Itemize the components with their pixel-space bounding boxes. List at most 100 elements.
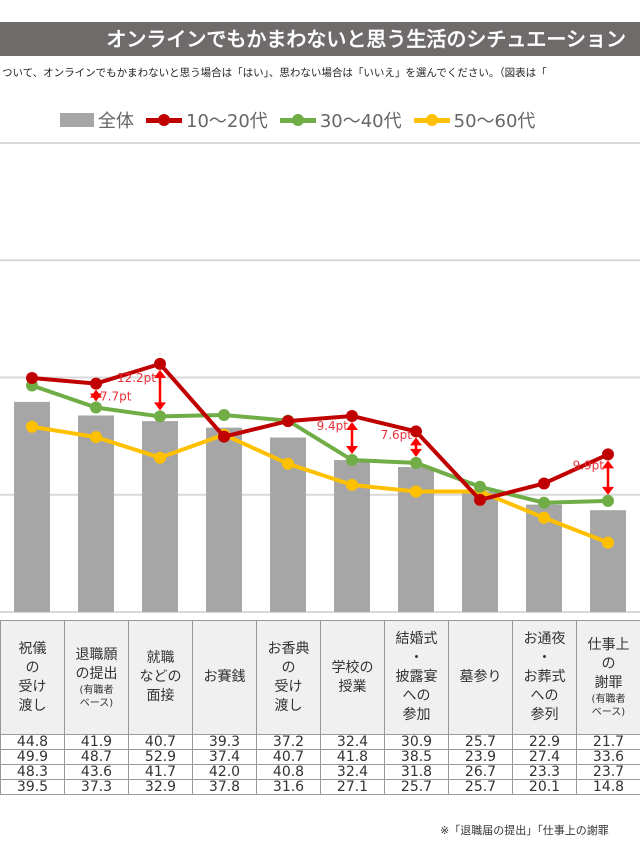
- legend-label: 50～60代: [453, 111, 536, 132]
- table-cell: 52.9: [128, 749, 193, 765]
- table-cell: 40.7: [256, 749, 321, 765]
- category-label: 祝儀: [18, 640, 47, 657]
- category-label: お葬式: [523, 669, 566, 685]
- category-label: 渡し: [274, 697, 303, 714]
- category-label: 墓参り: [459, 669, 502, 685]
- category-label: 学校の: [331, 659, 374, 676]
- point-series-1: [474, 493, 486, 506]
- table-cell: 39.3: [192, 734, 257, 750]
- legend-30-40: 30～40代: [279, 107, 402, 133]
- point-series-3: [282, 457, 294, 470]
- line-series-3: [31, 424, 609, 545]
- category-note: (有職者: [79, 684, 114, 696]
- legend-line-swatch: [146, 113, 182, 126]
- legend-bar-swatch: [60, 113, 94, 127]
- table-cell: 25.7: [448, 779, 513, 795]
- bar-all: [590, 510, 626, 612]
- table-cell: 41.9: [64, 734, 129, 750]
- table-cell: 26.7: [448, 764, 513, 780]
- category-header: お賽銭: [192, 620, 257, 735]
- category-label: 受け: [18, 678, 47, 695]
- point-series-1: [218, 430, 230, 443]
- category-label: 退職願: [75, 646, 118, 663]
- category-label: お通夜: [523, 631, 566, 647]
- category-label: 授業: [338, 678, 367, 695]
- category-label: の: [25, 659, 40, 676]
- table-cell: 39.5: [0, 779, 65, 795]
- table-cell: 38.5: [384, 749, 449, 765]
- table-row: 44.8 41.9 40.7 39.3 37.2 32.4 30.9 25.7 22.9 21.7: [0, 734, 640, 750]
- legend-label: 全体: [98, 111, 134, 132]
- bar-all: [14, 401, 50, 612]
- point-series-1: [90, 377, 102, 390]
- legend-line-swatch: [413, 113, 450, 126]
- table-cell: 23.3: [512, 764, 577, 780]
- legend-label: 30～40代: [319, 111, 402, 132]
- point-series-3: [410, 485, 422, 498]
- bar-all: [206, 427, 242, 612]
- category-label: の: [601, 656, 616, 672]
- category-label: の提出: [75, 665, 118, 682]
- table-cell: 23.7: [576, 764, 640, 780]
- point-series-2: [218, 409, 230, 422]
- table-cell: 37.3: [64, 779, 129, 795]
- point-series-3: [26, 420, 38, 433]
- point-series-2: [90, 401, 102, 414]
- category-label: の: [281, 659, 296, 676]
- point-series-3: [602, 536, 614, 549]
- table-cell: 25.7: [384, 779, 449, 795]
- category-note: ベース): [79, 697, 114, 709]
- arrowhead-down: [602, 486, 614, 495]
- category-label: 就職: [146, 650, 175, 666]
- point-series-1: [410, 425, 422, 438]
- point-series-1: [282, 415, 294, 428]
- table-cell: 40.8: [256, 764, 321, 780]
- legend-10-20: 10～20代: [146, 107, 268, 133]
- table-cell: 20.1: [512, 779, 577, 795]
- line-series-1: [31, 361, 609, 503]
- table-cell: 32.9: [128, 779, 193, 795]
- legend-all: 全体: [60, 107, 134, 133]
- category-label: 結婚式: [395, 631, 438, 647]
- table-cell: 32.4: [320, 764, 385, 780]
- bar-all: [142, 421, 178, 612]
- table-cell: 25.7: [448, 734, 513, 750]
- point-series-3: [346, 478, 358, 491]
- table-cell: 41.7: [128, 764, 193, 780]
- table-cell: 22.9: [512, 734, 577, 750]
- line-series-2: [31, 383, 609, 505]
- arrowhead-down: [410, 448, 422, 457]
- point-series-3: [90, 431, 102, 444]
- point-series-2: [474, 480, 486, 493]
- diff-label: 9.9pt: [573, 459, 605, 473]
- category-label: 参加: [402, 707, 431, 723]
- legend-line-swatch: [279, 113, 316, 126]
- point-series-2: [410, 456, 422, 469]
- category-label: 参列: [530, 707, 559, 723]
- category-label: 面接: [146, 688, 175, 704]
- category-label: 渡し: [18, 697, 47, 714]
- point-series-1: [154, 357, 166, 370]
- table-cell: 33.6: [576, 749, 640, 765]
- arrowhead-up: [410, 437, 422, 446]
- category-label: 受け: [274, 678, 303, 695]
- arrowhead-down: [154, 402, 166, 411]
- table-cell: 48.3: [0, 764, 65, 780]
- point-series-2: [154, 410, 166, 423]
- category-label: ・: [537, 650, 552, 666]
- bar-all: [462, 491, 498, 612]
- category-header: 学校の 授業: [320, 620, 385, 735]
- table-row: 39.5 37.3 32.9 37.8 31.6 27.1 25.7 25.7 20.1 14.8: [0, 779, 640, 795]
- point-series-1: [26, 371, 38, 384]
- table-cell: 49.9: [0, 749, 65, 765]
- category-header: 就職 などの 面接: [128, 620, 193, 735]
- point-series-1: [602, 448, 614, 461]
- bar-all: [78, 415, 114, 612]
- category-header: 退職願の提出 (有職者 ベース): [64, 620, 129, 735]
- category-note: (有職者: [591, 694, 626, 705]
- table-cell: 37.8: [192, 779, 257, 795]
- data-table: 祝儀の受け 渡し 退職願 の提出 (有職者 ベース) 就職 などの 面接 お賽銭 お香典の受け 渡し学…: [0, 620, 640, 795]
- category-label: 披露宴: [395, 669, 438, 685]
- table-cell: 31.8: [384, 764, 449, 780]
- category-label: お香典: [267, 640, 310, 657]
